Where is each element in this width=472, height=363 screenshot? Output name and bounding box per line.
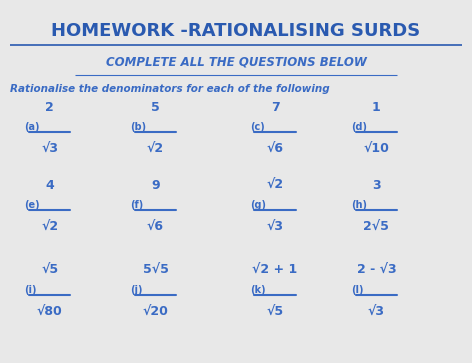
Text: 2√5: 2√5 [363,220,389,233]
Text: √5: √5 [41,264,58,277]
Text: (i): (i) [24,285,37,295]
Text: (d): (d) [351,122,367,132]
Text: √3: √3 [267,220,284,233]
Text: √10: √10 [363,143,389,155]
Text: (e): (e) [24,200,40,210]
Text: √80: √80 [37,306,62,319]
Text: (k): (k) [250,285,265,295]
Text: 5√5: 5√5 [143,264,169,277]
Text: COMPLETE ALL THE QUESTIONS BELOW: COMPLETE ALL THE QUESTIONS BELOW [106,56,366,69]
Text: √2: √2 [147,143,164,155]
Text: √5: √5 [267,306,284,319]
Text: (b): (b) [130,122,146,132]
Text: (f): (f) [130,200,143,210]
Text: √2: √2 [267,179,284,192]
Text: 4: 4 [45,179,54,192]
Text: √2 + 1: √2 + 1 [253,264,298,277]
Text: 5: 5 [151,101,160,114]
Text: 3: 3 [372,179,381,192]
Text: 9: 9 [151,179,160,192]
Text: 1: 1 [372,101,381,114]
Text: √2: √2 [41,220,58,233]
Text: √6: √6 [267,143,284,155]
Text: (c): (c) [250,122,265,132]
Text: Rationalise the denominators for each of the following: Rationalise the denominators for each of… [10,84,330,94]
Text: 7: 7 [271,101,279,114]
Text: (j): (j) [130,285,143,295]
Text: (a): (a) [24,122,40,132]
Text: 2 - √3: 2 - √3 [356,264,396,277]
Text: 2: 2 [45,101,54,114]
Text: √6: √6 [147,220,164,233]
Text: (h): (h) [351,200,367,210]
Text: (g): (g) [250,200,266,210]
Text: √3: √3 [368,306,385,319]
Text: √3: √3 [41,143,58,155]
Text: (l): (l) [351,285,363,295]
Text: HOMEWORK -RATIONALISING SURDS: HOMEWORK -RATIONALISING SURDS [51,22,421,40]
Text: √20: √20 [143,306,169,319]
